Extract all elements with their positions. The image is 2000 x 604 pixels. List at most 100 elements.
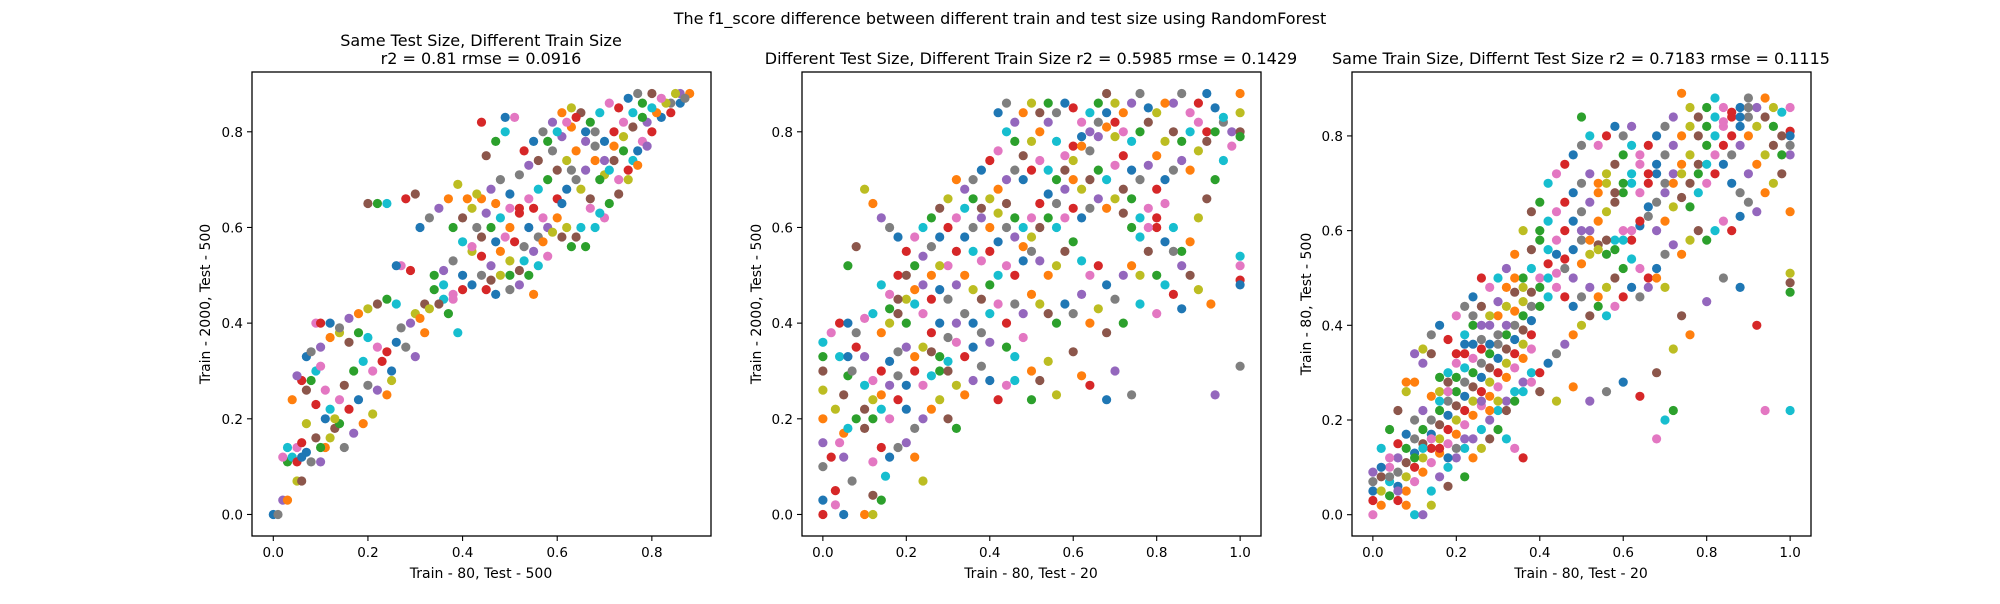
scatter-point <box>670 88 681 99</box>
scatter-point <box>1518 387 1528 397</box>
scatter-point <box>363 332 373 343</box>
scatter-point <box>420 328 430 338</box>
scatter-point <box>609 141 619 151</box>
scatter-point <box>604 98 614 108</box>
scatter-point <box>1376 443 1386 453</box>
scatter-point <box>1551 268 1562 278</box>
scatter-point <box>325 404 335 414</box>
subplot-2-title-line-1: Different Test Size, Different Train Siz… <box>765 49 1297 68</box>
scatter-point <box>462 194 472 204</box>
scatter-point <box>642 141 652 151</box>
scatter-point <box>1160 136 1170 146</box>
scatter-point <box>1593 188 1603 198</box>
scatter-point <box>910 285 920 295</box>
scatter-point <box>1643 273 1653 283</box>
scatter-point <box>481 285 491 295</box>
scatter-point <box>339 442 349 453</box>
scatter-point <box>1177 88 1187 99</box>
scatter-point <box>382 198 392 209</box>
scatter-point <box>1685 121 1695 131</box>
x-tick-label: 0.6 <box>1612 545 1633 561</box>
subplot-3-axes-frame <box>1351 71 1812 537</box>
scatter-point <box>1401 387 1411 397</box>
scatter-point <box>876 390 886 400</box>
scatter-point <box>926 213 937 223</box>
scatter-point <box>1235 361 1245 371</box>
scatter-point <box>1393 405 1403 416</box>
scatter-point <box>590 127 600 137</box>
scatter-point <box>926 371 937 381</box>
scatter-point <box>1451 453 1461 463</box>
scatter-point <box>524 222 534 233</box>
scatter-point <box>1743 197 1753 207</box>
scatter-point <box>1685 102 1695 113</box>
scatter-point <box>1668 405 1678 416</box>
scatter-point <box>311 433 321 443</box>
scatter-point <box>552 127 562 137</box>
scatter-point <box>1127 261 1137 271</box>
scatter-point <box>1493 330 1503 340</box>
scatter-point <box>1410 462 1420 472</box>
scatter-point <box>618 146 629 156</box>
scatter-point <box>901 342 911 352</box>
scatter-point <box>1443 377 1453 387</box>
scatter-point <box>1135 88 1145 99</box>
scatter-point <box>1593 140 1603 150</box>
y-tick-label: 0.6 <box>772 220 793 236</box>
scatter-point <box>1485 363 1495 373</box>
scatter-point <box>1610 121 1620 131</box>
scatter-point <box>910 299 920 309</box>
scatter-point <box>1760 112 1770 122</box>
scatter-point <box>901 270 911 280</box>
scatter-point <box>1543 245 1553 255</box>
scatter-point <box>1385 491 1395 501</box>
scatter-point <box>835 438 845 448</box>
scatter-point <box>1401 472 1411 482</box>
scatter-point <box>1001 342 1012 352</box>
scatter-point <box>1485 377 1495 387</box>
scatter-point <box>1551 235 1562 245</box>
scatter-point <box>491 136 501 146</box>
scatter-point <box>1576 320 1587 330</box>
scatter-point <box>968 175 978 185</box>
scatter-point <box>1535 197 1545 207</box>
scatter-point <box>334 323 345 333</box>
scatter-point <box>372 385 382 395</box>
scatter-point <box>885 304 895 314</box>
scatter-point <box>297 438 307 448</box>
scatter-point <box>292 371 302 381</box>
y-tick-label: 0.4 <box>1322 318 1343 334</box>
scatter-point <box>1426 458 1436 468</box>
scatter-point <box>1535 387 1545 397</box>
scatter-point <box>1460 301 1470 311</box>
scatter-point <box>1235 280 1245 290</box>
scatter-point <box>1752 207 1762 217</box>
scatter-point <box>1476 320 1486 330</box>
scatter-point <box>893 270 903 280</box>
scatter-point <box>1652 197 1662 207</box>
scatter-point <box>562 184 572 194</box>
scatter-point <box>1010 375 1020 386</box>
scatter-point <box>344 337 354 347</box>
scatter-point <box>1685 330 1695 340</box>
scatter-point <box>1785 405 1795 416</box>
scatter-point <box>818 509 828 520</box>
scatter-point <box>1235 261 1245 271</box>
subplot-1-x-ticks: 0.0 0.2 0.4 0.6 0.8 <box>263 536 663 561</box>
scatter-point <box>860 509 870 520</box>
scatter-point <box>1135 127 1145 137</box>
scatter-point <box>1460 443 1470 453</box>
scatter-point <box>1710 169 1720 179</box>
x-tick-label: 0.0 <box>1362 545 1383 561</box>
scatter-point <box>1060 151 1070 161</box>
scatter-point <box>1051 198 1062 209</box>
subplot-2-y-ticks: 0.0 0.2 0.4 0.6 0.8 <box>772 125 802 523</box>
scatter-point <box>1051 222 1062 233</box>
scatter-point <box>1135 213 1145 223</box>
scatter-point <box>1560 292 1570 302</box>
scatter-point <box>1443 334 1453 345</box>
scatter-point <box>926 404 937 414</box>
scatter-point <box>581 136 591 146</box>
scatter-point <box>818 337 828 347</box>
scatter-point <box>1510 334 1520 345</box>
